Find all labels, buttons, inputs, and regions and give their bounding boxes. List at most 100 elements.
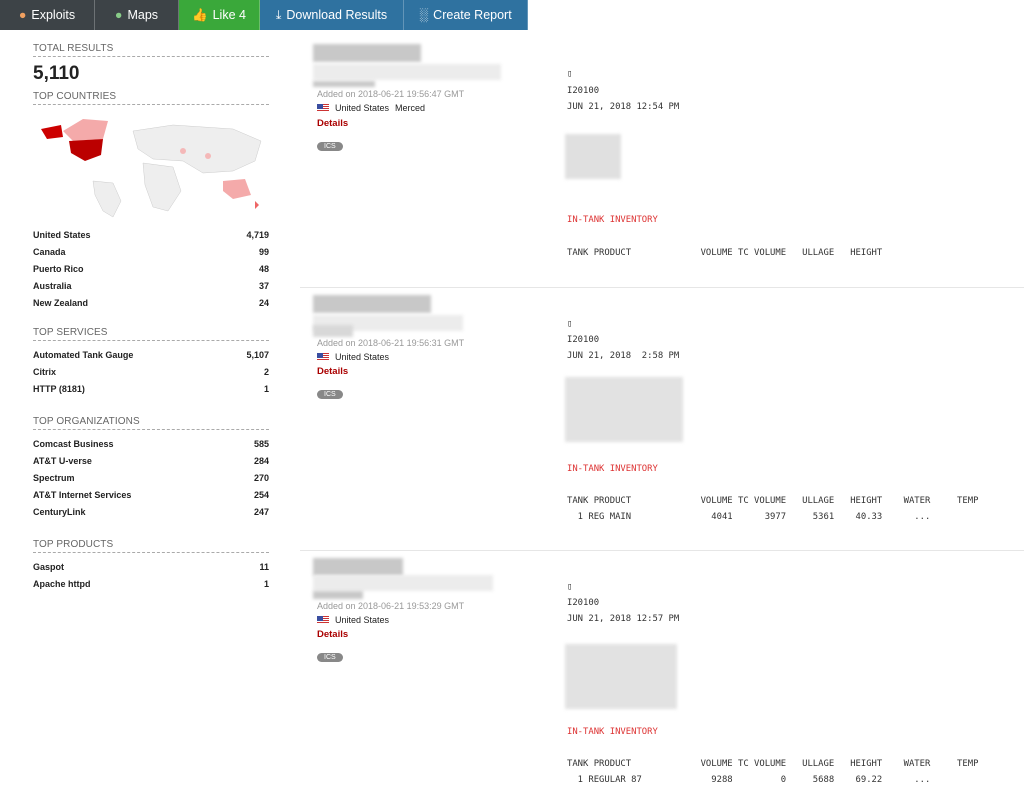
redacted-ip bbox=[313, 558, 403, 576]
product-row[interactable]: Gaspot 11 bbox=[33, 558, 269, 575]
country-count: 37 bbox=[258, 280, 269, 291]
country-count: 99 bbox=[258, 246, 269, 257]
ics-tag[interactable]: ICS bbox=[317, 653, 343, 662]
top-services-heading: TOP SERVICES bbox=[33, 327, 269, 341]
product-row[interactable]: Apache httpd 1 bbox=[33, 575, 269, 592]
map-canada[interactable] bbox=[63, 119, 108, 141]
country-row[interactable]: Canada 99 bbox=[33, 243, 269, 260]
country-name: Puerto Rico bbox=[33, 263, 84, 274]
total-results-heading: TOTAL RESULTS bbox=[33, 43, 269, 57]
create-report-button[interactable]: ░ Create Report bbox=[404, 0, 528, 30]
country-row[interactable]: New Zealand 24 bbox=[33, 294, 269, 311]
country-row[interactable]: Puerto Rico 48 bbox=[33, 260, 269, 277]
added-date: Added on 2018-06-21 19:53:29 GMT bbox=[317, 601, 465, 611]
service-row[interactable]: Citrix 2 bbox=[33, 363, 269, 380]
org-name: CenturyLink bbox=[33, 506, 86, 517]
like-label: Like 4 bbox=[212, 8, 246, 22]
org-name: AT&T Internet Services bbox=[33, 489, 132, 500]
world-map[interactable] bbox=[33, 111, 269, 219]
redacted-ip bbox=[313, 295, 431, 313]
location: United States bbox=[317, 352, 389, 362]
redacted-org bbox=[313, 81, 375, 87]
product-count: 1 bbox=[263, 578, 269, 589]
redacted-org bbox=[313, 591, 363, 599]
banner-id: I20100 bbox=[567, 86, 600, 96]
service-count: 1 bbox=[263, 383, 269, 394]
org-row[interactable]: AT&T Internet Services 254 bbox=[33, 486, 269, 503]
divider bbox=[300, 287, 1024, 288]
org-count: 254 bbox=[253, 489, 269, 500]
org-row[interactable]: AT&T U-verse 284 bbox=[33, 452, 269, 469]
location: United States bbox=[317, 615, 389, 625]
product-count: 11 bbox=[259, 561, 269, 572]
org-count: 247 bbox=[253, 506, 269, 517]
org-row[interactable]: Comcast Business 585 bbox=[33, 435, 269, 452]
ics-tag[interactable]: ICS bbox=[317, 390, 343, 399]
total-results-value: 5,110 bbox=[33, 63, 80, 84]
service-row[interactable]: Automated Tank Gauge 5,107 bbox=[33, 346, 269, 363]
map-new-zealand[interactable] bbox=[255, 201, 259, 209]
result-item: Added on 2018-06-21 19:53:29 GMT United … bbox=[313, 558, 1024, 808]
service-count: 5,107 bbox=[246, 349, 269, 360]
redacted-hostname bbox=[313, 575, 493, 591]
us-flag-icon bbox=[317, 353, 329, 361]
details-link[interactable]: Details bbox=[317, 629, 349, 640]
banner-section: IN-TANK INVENTORY bbox=[567, 727, 658, 737]
maps-button[interactable]: ● Maps bbox=[95, 0, 179, 30]
banner-row: 1 REG MAIN 4041 3977 5361 40.33 ... bbox=[567, 512, 931, 522]
banner-date: JUN 21, 2018 12:57 PM bbox=[567, 614, 680, 624]
org-row[interactable]: CenturyLink 247 bbox=[33, 503, 269, 520]
download-label: Download Results bbox=[286, 8, 388, 22]
org-name: AT&T U-verse bbox=[33, 455, 92, 466]
banner-glyph: ▯ bbox=[567, 319, 573, 329]
banner-glyph: ▯ bbox=[567, 69, 573, 79]
download-results-button[interactable]: ⤓ Download Results bbox=[260, 0, 404, 30]
org-name: Spectrum bbox=[33, 472, 75, 483]
thumbs-up-icon: 👍 bbox=[192, 7, 208, 22]
country-row[interactable]: Australia 37 bbox=[33, 277, 269, 294]
banner-id: I20100 bbox=[567, 335, 600, 345]
countries-list: United States 4,719 Canada 99 Puerto Rico 4… bbox=[33, 226, 269, 311]
exploits-button[interactable]: ● Exploits bbox=[0, 0, 95, 30]
country-link[interactable]: United States bbox=[335, 352, 390, 362]
country-link[interactable]: United States bbox=[335, 103, 390, 113]
service-name: Citrix bbox=[33, 366, 57, 377]
country-row[interactable]: United States 4,719 bbox=[33, 226, 269, 243]
org-name: Comcast Business bbox=[33, 438, 114, 449]
map-alaska[interactable] bbox=[41, 125, 63, 139]
service-name: Automated Tank Gauge bbox=[33, 349, 134, 360]
redacted-ip bbox=[313, 44, 421, 62]
sidebar: TOTAL RESULTS 5,110 TOP COUNTRIES United… bbox=[33, 30, 269, 592]
result-item: Added on 2018-06-21 19:56:31 GMT United … bbox=[313, 295, 1024, 550]
us-flag-icon bbox=[317, 104, 329, 112]
ics-tag[interactable]: ICS bbox=[317, 142, 343, 151]
top-countries-heading: TOP COUNTRIES bbox=[33, 91, 269, 105]
result-item: Added on 2018-06-21 19:56:47 GMT United … bbox=[313, 44, 1024, 287]
like-button[interactable]: 👍 Like 4 bbox=[179, 0, 260, 30]
details-link[interactable]: Details bbox=[317, 118, 349, 129]
country-count: 24 bbox=[258, 297, 269, 308]
org-count: 585 bbox=[253, 438, 269, 449]
us-flag-icon bbox=[317, 616, 329, 624]
maps-label: Maps bbox=[127, 8, 159, 22]
redacted-hostname bbox=[313, 64, 501, 80]
details-link[interactable]: Details bbox=[317, 366, 349, 377]
redacted-org bbox=[313, 325, 353, 337]
country-name: Australia bbox=[33, 280, 72, 291]
service-row[interactable]: HTTP (8181) 1 bbox=[33, 380, 269, 397]
country-link[interactable]: United States bbox=[335, 615, 390, 625]
top-products-heading: TOP PRODUCTS bbox=[33, 539, 269, 553]
country-count: 4,719 bbox=[246, 229, 269, 240]
map-united-states[interactable] bbox=[69, 139, 103, 161]
bar-chart-icon: ░ bbox=[419, 8, 429, 22]
banner-header: TANK PRODUCT VOLUME TC VOLUME ULLAGE HEI… bbox=[567, 759, 979, 769]
banner-section: IN-TANK INVENTORY bbox=[567, 464, 658, 474]
banner-glyph: ▯ bbox=[567, 582, 573, 592]
banner-id: I20100 bbox=[567, 598, 600, 608]
org-row[interactable]: Spectrum 270 bbox=[33, 469, 269, 486]
org-count: 284 bbox=[253, 455, 269, 466]
city: Merced bbox=[395, 103, 426, 113]
country-count: 48 bbox=[258, 263, 269, 274]
banner-header: TANK PRODUCT VOLUME TC VOLUME ULLAGE HEI… bbox=[567, 496, 979, 506]
map-australia[interactable] bbox=[223, 179, 251, 199]
